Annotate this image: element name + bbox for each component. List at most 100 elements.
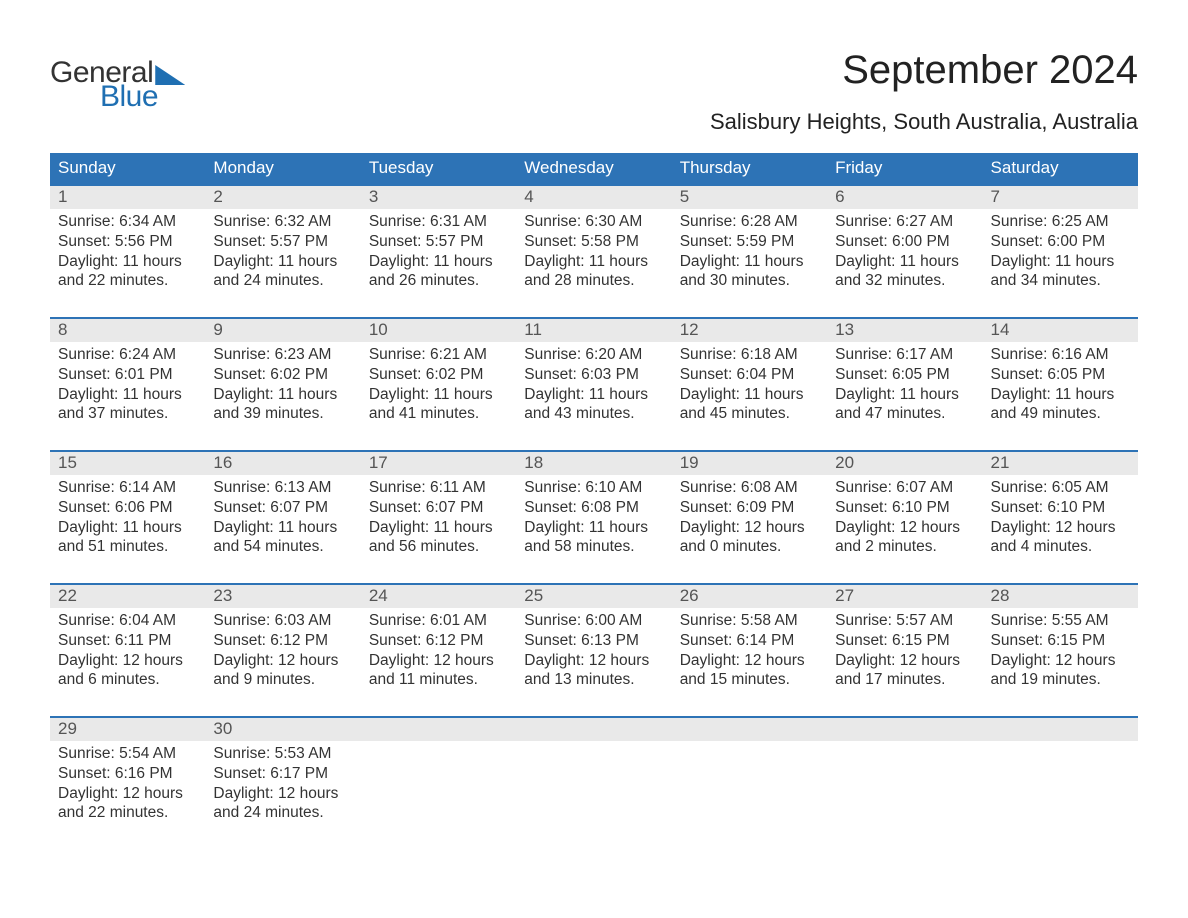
calendar-day-info: Sunrise: 5:57 AMSunset: 6:15 PMDaylight:… <box>827 608 982 706</box>
day-daylight2: and 4 minutes. <box>991 537 1130 557</box>
calendar-day-info: Sunrise: 6:34 AMSunset: 5:56 PMDaylight:… <box>50 209 205 307</box>
day-daylight2: and 54 minutes. <box>213 537 352 557</box>
day-sunset: Sunset: 6:15 PM <box>991 631 1130 651</box>
day-daylight1: Daylight: 12 hours <box>213 784 352 804</box>
calendar-date <box>672 718 827 741</box>
day-sunset: Sunset: 6:01 PM <box>58 365 197 385</box>
calendar-date: 11 <box>516 319 671 342</box>
info-row: Sunrise: 5:54 AMSunset: 6:16 PMDaylight:… <box>50 741 1138 839</box>
day-daylight1: Daylight: 12 hours <box>835 518 974 538</box>
day-sunrise: Sunrise: 5:55 AM <box>991 611 1130 631</box>
day-daylight1: Daylight: 12 hours <box>991 518 1130 538</box>
calendar-day-info: Sunrise: 5:53 AMSunset: 6:17 PMDaylight:… <box>205 741 360 839</box>
day-daylight1: Daylight: 11 hours <box>680 252 819 272</box>
day-daylight2: and 17 minutes. <box>835 670 974 690</box>
day-daylight1: Daylight: 11 hours <box>213 518 352 538</box>
day-sunrise: Sunrise: 5:53 AM <box>213 744 352 764</box>
week-spacer <box>50 573 1138 583</box>
day-sunrise: Sunrise: 5:57 AM <box>835 611 974 631</box>
day-daylight2: and 58 minutes. <box>524 537 663 557</box>
calendar-date: 10 <box>361 319 516 342</box>
day-daylight2: and 56 minutes. <box>369 537 508 557</box>
day-sunset: Sunset: 6:17 PM <box>213 764 352 784</box>
calendar-date: 13 <box>827 319 982 342</box>
day-sunset: Sunset: 5:59 PM <box>680 232 819 252</box>
day-sunset: Sunset: 6:07 PM <box>369 498 508 518</box>
day-daylight1: Daylight: 11 hours <box>991 252 1130 272</box>
day-of-week-header: Sunday Monday Tuesday Wednesday Thursday… <box>50 153 1138 184</box>
day-sunset: Sunset: 6:12 PM <box>369 631 508 651</box>
day-daylight1: Daylight: 11 hours <box>835 252 974 272</box>
day-sunrise: Sunrise: 6:24 AM <box>58 345 197 365</box>
calendar-day-info: Sunrise: 6:16 AMSunset: 6:05 PMDaylight:… <box>983 342 1138 440</box>
calendar-date <box>983 718 1138 741</box>
calendar-day-info <box>361 741 516 839</box>
day-sunset: Sunset: 6:12 PM <box>213 631 352 651</box>
calendar-date: 25 <box>516 585 671 608</box>
dow-sunday: Sunday <box>50 153 205 184</box>
day-sunrise: Sunrise: 6:16 AM <box>991 345 1130 365</box>
calendar-date: 17 <box>361 452 516 475</box>
day-daylight2: and 19 minutes. <box>991 670 1130 690</box>
day-sunset: Sunset: 6:03 PM <box>524 365 663 385</box>
day-sunrise: Sunrise: 6:32 AM <box>213 212 352 232</box>
week-spacer <box>50 440 1138 450</box>
brand-word2: Blue <box>100 82 185 112</box>
calendar-date: 7 <box>983 186 1138 209</box>
day-sunset: Sunset: 5:57 PM <box>369 232 508 252</box>
day-sunset: Sunset: 5:56 PM <box>58 232 197 252</box>
day-daylight1: Daylight: 11 hours <box>58 252 197 272</box>
day-sunset: Sunset: 6:02 PM <box>213 365 352 385</box>
day-sunrise: Sunrise: 5:54 AM <box>58 744 197 764</box>
day-sunset: Sunset: 6:10 PM <box>835 498 974 518</box>
day-daylight1: Daylight: 11 hours <box>58 385 197 405</box>
dow-saturday: Saturday <box>983 153 1138 184</box>
page-header: General Blue September 2024 Salisbury He… <box>50 30 1138 149</box>
calendar-day-info: Sunrise: 6:11 AMSunset: 6:07 PMDaylight:… <box>361 475 516 573</box>
calendar-day-info <box>672 741 827 839</box>
calendar-date: 6 <box>827 186 982 209</box>
day-sunset: Sunset: 5:57 PM <box>213 232 352 252</box>
day-sunrise: Sunrise: 6:20 AM <box>524 345 663 365</box>
calendar-date: 14 <box>983 319 1138 342</box>
day-sunset: Sunset: 6:11 PM <box>58 631 197 651</box>
day-daylight1: Daylight: 11 hours <box>680 385 819 405</box>
day-sunrise: Sunrise: 6:27 AM <box>835 212 974 232</box>
calendar-date: 30 <box>205 718 360 741</box>
calendar-date: 27 <box>827 585 982 608</box>
day-sunrise: Sunrise: 6:25 AM <box>991 212 1130 232</box>
calendar-day-info: Sunrise: 6:03 AMSunset: 6:12 PMDaylight:… <box>205 608 360 706</box>
day-sunset: Sunset: 6:00 PM <box>991 232 1130 252</box>
day-sunrise: Sunrise: 6:00 AM <box>524 611 663 631</box>
calendar-date: 1 <box>50 186 205 209</box>
calendar-week: 2930Sunrise: 5:54 AMSunset: 6:16 PMDayli… <box>50 716 1138 839</box>
day-daylight1: Daylight: 12 hours <box>58 651 197 671</box>
day-sunrise: Sunrise: 6:08 AM <box>680 478 819 498</box>
day-daylight1: Daylight: 11 hours <box>369 252 508 272</box>
day-sunset: Sunset: 6:15 PM <box>835 631 974 651</box>
day-sunset: Sunset: 6:05 PM <box>835 365 974 385</box>
calendar-date: 24 <box>361 585 516 608</box>
calendar-date: 19 <box>672 452 827 475</box>
week-spacer <box>50 706 1138 716</box>
info-row: Sunrise: 6:04 AMSunset: 6:11 PMDaylight:… <box>50 608 1138 706</box>
day-daylight1: Daylight: 11 hours <box>524 518 663 538</box>
calendar-date: 29 <box>50 718 205 741</box>
day-daylight2: and 47 minutes. <box>835 404 974 424</box>
calendar: Sunday Monday Tuesday Wednesday Thursday… <box>50 153 1138 839</box>
brand-logo: General Blue <box>50 30 185 112</box>
calendar-date: 2 <box>205 186 360 209</box>
calendar-day-info: Sunrise: 5:55 AMSunset: 6:15 PMDaylight:… <box>983 608 1138 706</box>
day-daylight2: and 2 minutes. <box>835 537 974 557</box>
day-sunrise: Sunrise: 6:13 AM <box>213 478 352 498</box>
day-sunset: Sunset: 6:00 PM <box>835 232 974 252</box>
calendar-day-info: Sunrise: 6:13 AMSunset: 6:07 PMDaylight:… <box>205 475 360 573</box>
day-daylight1: Daylight: 12 hours <box>991 651 1130 671</box>
day-sunrise: Sunrise: 6:31 AM <box>369 212 508 232</box>
dow-thursday: Thursday <box>672 153 827 184</box>
calendar-day-info: Sunrise: 6:20 AMSunset: 6:03 PMDaylight:… <box>516 342 671 440</box>
calendar-day-info: Sunrise: 6:00 AMSunset: 6:13 PMDaylight:… <box>516 608 671 706</box>
day-sunrise: Sunrise: 6:10 AM <box>524 478 663 498</box>
day-sunset: Sunset: 6:10 PM <box>991 498 1130 518</box>
day-sunset: Sunset: 6:13 PM <box>524 631 663 651</box>
